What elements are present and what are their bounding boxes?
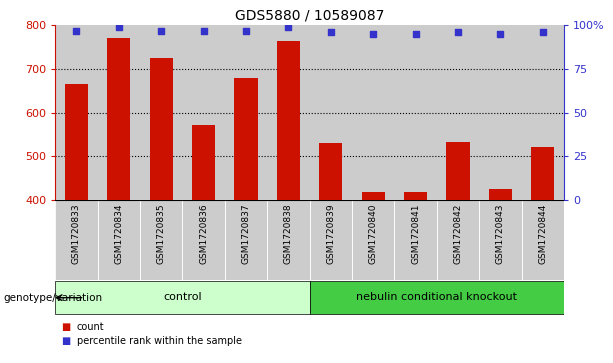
Bar (352, 25, 394, 200)
Bar (150, 58, 173, 200)
Bar (479, 200, 522, 280)
Bar (192, 125, 215, 200)
Text: genotype/variation: genotype/variation (3, 293, 102, 303)
Bar (107, 38, 131, 200)
Bar (183, 25, 225, 200)
Bar (310, 200, 352, 280)
Bar (225, 200, 267, 280)
Bar (234, 78, 257, 200)
Text: GSM1720844: GSM1720844 (538, 204, 547, 264)
Bar (352, 200, 394, 280)
Bar (310, 25, 352, 200)
Bar (394, 25, 436, 200)
Text: GSM1720839: GSM1720839 (326, 204, 335, 264)
Bar (267, 25, 310, 200)
Bar (55, 281, 310, 314)
Point (72, 28, 82, 33)
Text: GSM1720833: GSM1720833 (72, 204, 81, 264)
Point (495, 31, 505, 37)
Text: GSM1720835: GSM1720835 (157, 204, 166, 264)
Bar (522, 25, 564, 200)
Text: control: control (163, 292, 202, 302)
Point (368, 31, 378, 37)
Point (411, 31, 421, 37)
Text: GSM1720837: GSM1720837 (242, 204, 251, 264)
Text: GSM1720841: GSM1720841 (411, 204, 420, 264)
Text: GSM1720838: GSM1720838 (284, 204, 293, 264)
Text: GSM1720836: GSM1720836 (199, 204, 208, 264)
Point (241, 28, 251, 33)
Text: GSM1720834: GSM1720834 (114, 204, 123, 264)
Point (538, 29, 547, 35)
Bar (140, 200, 183, 280)
Bar (522, 200, 564, 280)
Text: GSM1720842: GSM1720842 (454, 204, 462, 264)
Text: ■: ■ (61, 322, 70, 332)
Bar (140, 25, 183, 200)
Point (114, 24, 124, 30)
Bar (394, 200, 436, 280)
Point (199, 28, 208, 33)
Title: GDS5880 / 10589087: GDS5880 / 10589087 (235, 9, 384, 23)
Bar (436, 25, 479, 200)
Bar (225, 25, 267, 200)
Bar (436, 200, 479, 280)
Bar (489, 189, 512, 200)
Text: count: count (77, 322, 104, 332)
Point (283, 24, 293, 30)
Bar (55, 200, 97, 280)
Bar (319, 143, 343, 200)
Text: ■: ■ (61, 336, 70, 346)
Text: GSM1720843: GSM1720843 (496, 204, 505, 264)
Bar (267, 200, 310, 280)
Point (156, 28, 166, 33)
Bar (97, 200, 140, 280)
Bar (446, 142, 470, 200)
Bar (310, 281, 564, 314)
Text: nebulin conditional knockout: nebulin conditional knockout (356, 292, 517, 302)
Point (453, 29, 463, 35)
Bar (531, 147, 554, 200)
Bar (65, 84, 88, 200)
Bar (404, 192, 427, 200)
Bar (55, 25, 97, 200)
Bar (183, 200, 225, 280)
Bar (97, 25, 140, 200)
Bar (479, 25, 522, 200)
Bar (362, 192, 385, 200)
Bar (276, 41, 300, 200)
Point (326, 29, 336, 35)
Text: GSM1720840: GSM1720840 (368, 204, 378, 264)
Text: percentile rank within the sample: percentile rank within the sample (77, 336, 242, 346)
